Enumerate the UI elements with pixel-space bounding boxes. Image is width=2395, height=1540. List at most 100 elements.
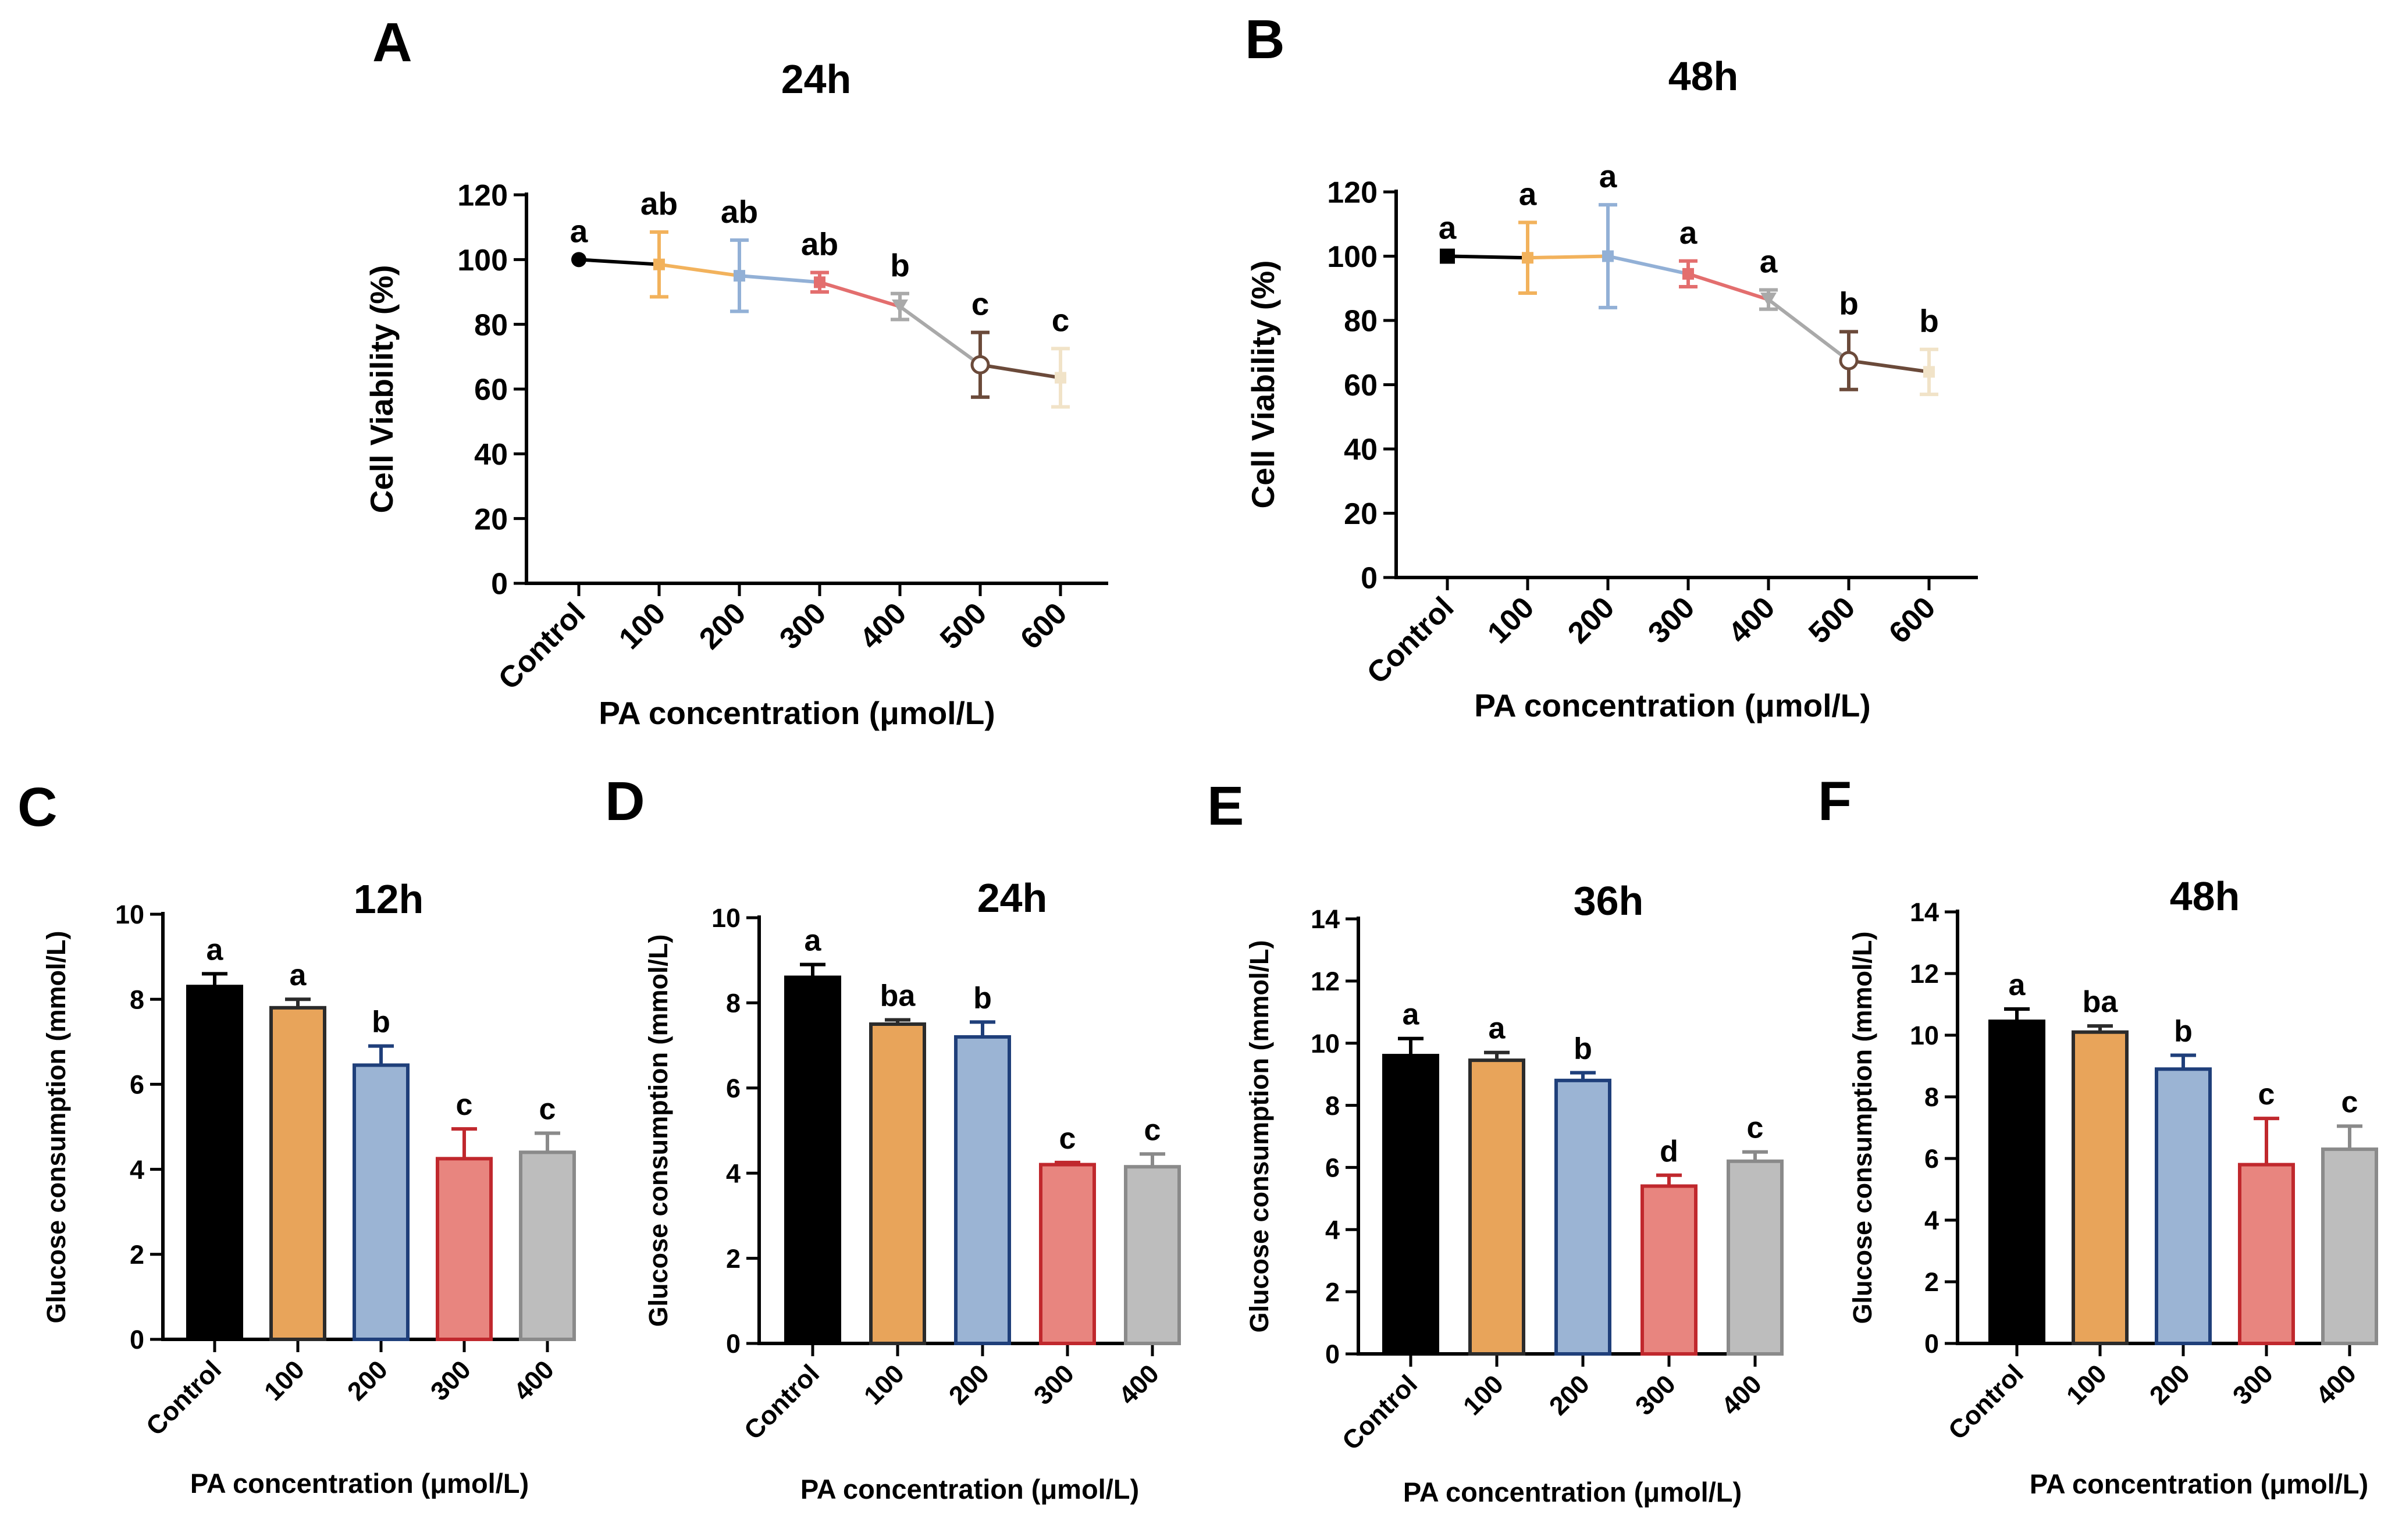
chart-panel-e: E 36h 0 2 4 6 8 10 12 14 Control 100 200 300 400 Glucos… — [1207, 775, 1784, 1507]
data-point — [1682, 268, 1694, 280]
series-line-segment — [980, 363, 1061, 380]
y-tick-label: 2 — [1924, 1267, 1939, 1297]
series-line-segment — [1767, 298, 1850, 362]
bar — [436, 1157, 493, 1341]
chart-panel-b: B 48h 0 20 40 60 80 100 120 Control 100 200 300 400 50… — [1245, 9, 1978, 723]
bar — [2238, 1163, 2295, 1345]
x-axis-label: PA concentration (μmol/L) — [800, 1474, 1139, 1505]
y-tick-label: 10 — [1311, 1029, 1340, 1058]
y-tick-label: 0 — [726, 1329, 741, 1359]
y-tick-label: 10 — [115, 900, 144, 929]
panel-letter: F — [1818, 771, 1852, 832]
y-tick-label: 12 — [1910, 959, 1939, 989]
y-tick-label: 4 — [1924, 1206, 1939, 1235]
significance-label: ab — [640, 186, 678, 222]
x-tick-label: 600 — [1882, 590, 1942, 650]
bar — [1382, 1054, 1439, 1356]
x-tick-label: 500 — [934, 596, 993, 655]
chart-title: 36h — [1574, 878, 1644, 924]
bar — [2072, 1030, 2129, 1345]
series-line-segment — [819, 280, 901, 308]
y-tick-label: 60 — [1344, 369, 1378, 402]
significance-label: a — [1489, 1012, 1506, 1046]
significance-label: b — [890, 247, 910, 283]
y-tick-label: 20 — [1344, 497, 1378, 531]
x-tick-label: 100 — [858, 1359, 910, 1410]
y-tick-label: 8 — [1924, 1082, 1939, 1112]
x-tick-label: 100 — [258, 1354, 310, 1406]
data-point — [1055, 372, 1066, 384]
bar — [1039, 1163, 1096, 1346]
x-tick-label: 300 — [773, 596, 832, 655]
y-tick-label: 6 — [1924, 1144, 1939, 1174]
series-line-segment — [1688, 272, 1769, 301]
panel-letter: C — [17, 776, 58, 838]
significance-label: ab — [801, 226, 838, 262]
x-tick-label: 400 — [1716, 1369, 1767, 1421]
bar — [269, 1006, 326, 1341]
y-tick-label: 0 — [1325, 1339, 1340, 1369]
series-line-segment — [659, 262, 740, 278]
y-tick-label: 4 — [130, 1155, 144, 1185]
series-line-segment — [1447, 254, 1528, 260]
x-tick-label: Control — [738, 1359, 825, 1445]
y-tick-label: 0 — [1361, 562, 1378, 596]
bar — [784, 975, 841, 1345]
y-tick-label: 6 — [130, 1070, 144, 1100]
significance-label: ba — [880, 979, 916, 1013]
x-tick-label: 100 — [1481, 590, 1540, 650]
x-tick-label: 400 — [2310, 1359, 2362, 1410]
x-tick-label: 200 — [943, 1359, 995, 1410]
y-tick-label: 100 — [1327, 240, 1378, 274]
bar — [2155, 1067, 2212, 1346]
chart-panel-a: A 24h 0 20 40 60 80 100 120 Control 100 200 300 400 50… — [364, 12, 1108, 731]
series-line-segment — [899, 305, 981, 366]
y-tick-label: 10 — [711, 903, 741, 933]
significance-label: a — [2009, 968, 2026, 1002]
data-point — [734, 270, 745, 282]
bar — [1988, 1019, 2045, 1345]
chart-title: 24h — [781, 56, 852, 102]
significance-label: b — [2174, 1014, 2193, 1048]
significance-label: c — [1059, 1122, 1076, 1156]
x-tick-label: 300 — [1642, 590, 1701, 650]
data-point — [1440, 248, 1455, 264]
y-tick-label: 10 — [1910, 1021, 1939, 1050]
significance-label: a — [1519, 176, 1537, 212]
significance-label: b — [1574, 1032, 1592, 1065]
significance-label: c — [456, 1088, 473, 1122]
y-tick-label: 0 — [130, 1325, 144, 1354]
x-axis-label: PA concentration (μmol/L) — [599, 695, 995, 731]
y-axis-label: Glucose consumption (mmol/L) — [1244, 940, 1274, 1332]
significance-label: a — [1760, 244, 1778, 280]
x-tick-label: Control — [492, 596, 592, 696]
y-tick-label: 12 — [1311, 967, 1340, 996]
significance-label: a — [290, 958, 307, 992]
data-point — [892, 300, 908, 314]
data-point — [653, 258, 665, 270]
bar — [2321, 1147, 2378, 1345]
series-line-segment — [1527, 254, 1608, 260]
y-tick-label: 14 — [1311, 904, 1340, 934]
y-axis-label: Glucose consumption (mmol/L) — [41, 931, 71, 1323]
chart-title: 48h — [1668, 54, 1739, 99]
bar — [519, 1150, 576, 1341]
data-point — [1522, 252, 1533, 264]
bar — [1468, 1058, 1525, 1356]
x-tick-label: 200 — [693, 596, 752, 655]
y-tick-label: 8 — [726, 989, 741, 1018]
x-axis-label: PA concentration (μmol/L) — [1403, 1477, 1742, 1507]
x-tick-label: 200 — [1561, 590, 1621, 650]
panel-letter: D — [605, 771, 645, 832]
data-point — [970, 355, 990, 375]
data-point — [1602, 250, 1614, 262]
series-line-segment — [739, 274, 820, 284]
bar — [1124, 1165, 1181, 1345]
x-tick-label: 200 — [341, 1354, 393, 1406]
x-tick-label: Control — [1942, 1359, 2029, 1445]
x-tick-label: 100 — [1457, 1369, 1509, 1421]
y-tick-label: 100 — [457, 244, 508, 277]
chart-title: 24h — [977, 875, 1048, 921]
panel-letter: B — [1245, 9, 1285, 70]
